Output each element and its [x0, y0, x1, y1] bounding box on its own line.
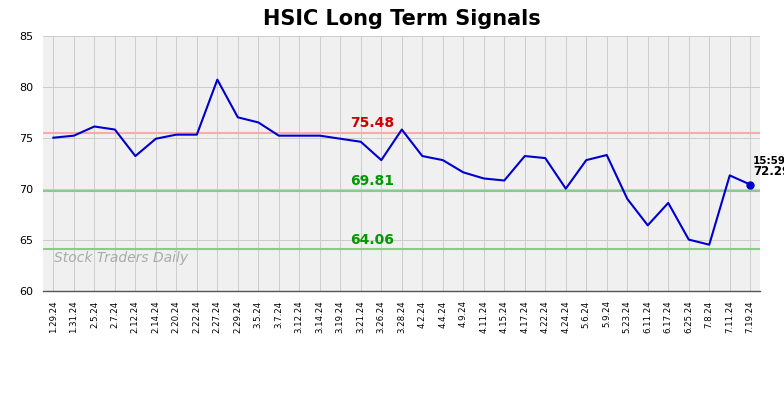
- Text: 15:59: 15:59: [753, 156, 784, 166]
- Text: 75.48: 75.48: [350, 116, 394, 130]
- Text: Stock Traders Daily: Stock Traders Daily: [54, 251, 188, 265]
- Text: 69.81: 69.81: [350, 174, 394, 188]
- Text: 64.06: 64.06: [350, 232, 394, 247]
- Text: 72.29: 72.29: [753, 166, 784, 178]
- Title: HSIC Long Term Signals: HSIC Long Term Signals: [263, 9, 541, 29]
